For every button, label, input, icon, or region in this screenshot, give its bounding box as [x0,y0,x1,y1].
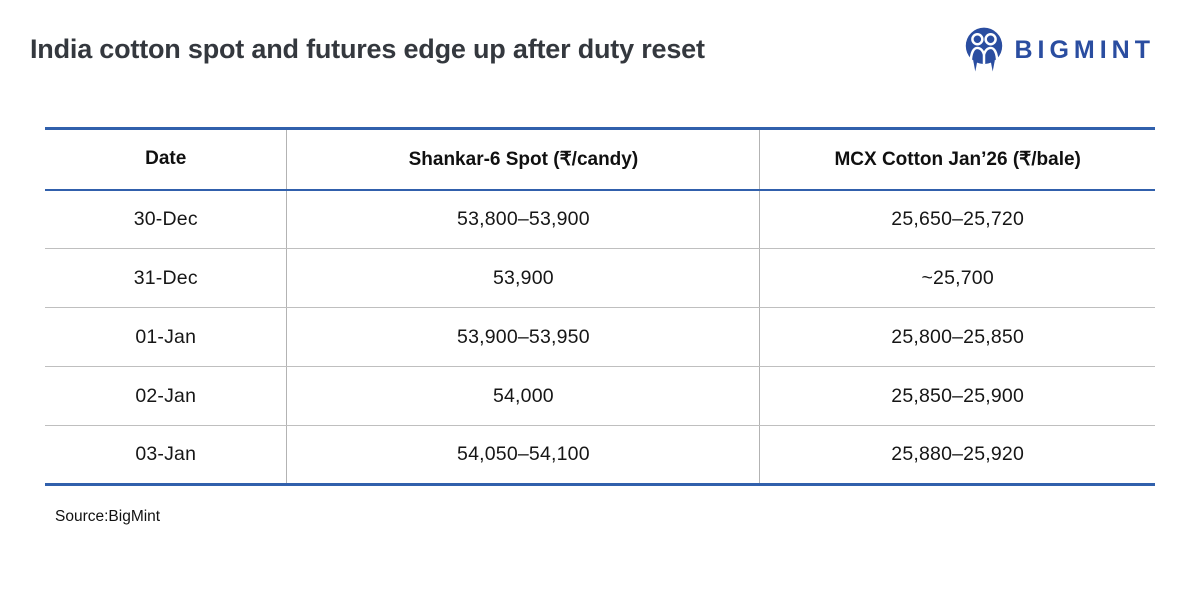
price-table: Date Shankar-6 Spot (₹/candy) MCX Cotton… [45,127,1155,486]
cell-spot-price: 53,800–53,900 [286,189,760,249]
bigmint-logo-text: BIGMINT [1014,35,1155,64]
cell-spot-price: 53,900–53,950 [286,307,760,367]
table-row: 30-Dec 53,800–53,900 25,650–25,720 [45,189,1155,249]
cell-mcx-price: ~25,700 [759,248,1155,308]
cell-mcx-price: 25,880–25,920 [759,425,1155,486]
cell-date: 03-Jan [45,425,287,486]
cell-mcx-price: 25,650–25,720 [759,189,1155,249]
cell-spot-price: 53,900 [286,248,760,308]
table-row: 02-Jan 54,000 25,850–25,900 [45,366,1155,426]
col-header-mcx-cotton: MCX Cotton Jan’26 (₹/bale) [759,127,1155,191]
cell-date: 02-Jan [45,366,287,426]
bigmint-logo: BIGMINT [963,26,1155,74]
source-note: Source:BigMint [55,508,161,525]
page-title: India cotton spot and futures edge up af… [30,34,705,64]
bigmint-people-mark-icon [963,26,1005,74]
col-header-date: Date [45,127,287,191]
cell-date: 30-Dec [45,189,287,249]
table-row: 01-Jan 53,900–53,950 25,800–25,850 [45,307,1155,367]
cell-date: 31-Dec [45,248,287,308]
cell-spot-price: 54,000 [286,366,760,426]
table-row: 03-Jan 54,050–54,100 25,880–25,920 [45,425,1155,486]
cell-mcx-price: 25,800–25,850 [759,307,1155,367]
cell-spot-price: 54,050–54,100 [286,425,760,486]
cell-date: 01-Jan [45,307,287,367]
col-header-shankar6-spot: Shankar-6 Spot (₹/candy) [286,127,760,191]
table-header-row: Date Shankar-6 Spot (₹/candy) MCX Cotton… [45,127,1155,191]
table-row: 31-Dec 53,900 ~25,700 [45,248,1155,308]
cell-mcx-price: 25,850–25,900 [759,366,1155,426]
